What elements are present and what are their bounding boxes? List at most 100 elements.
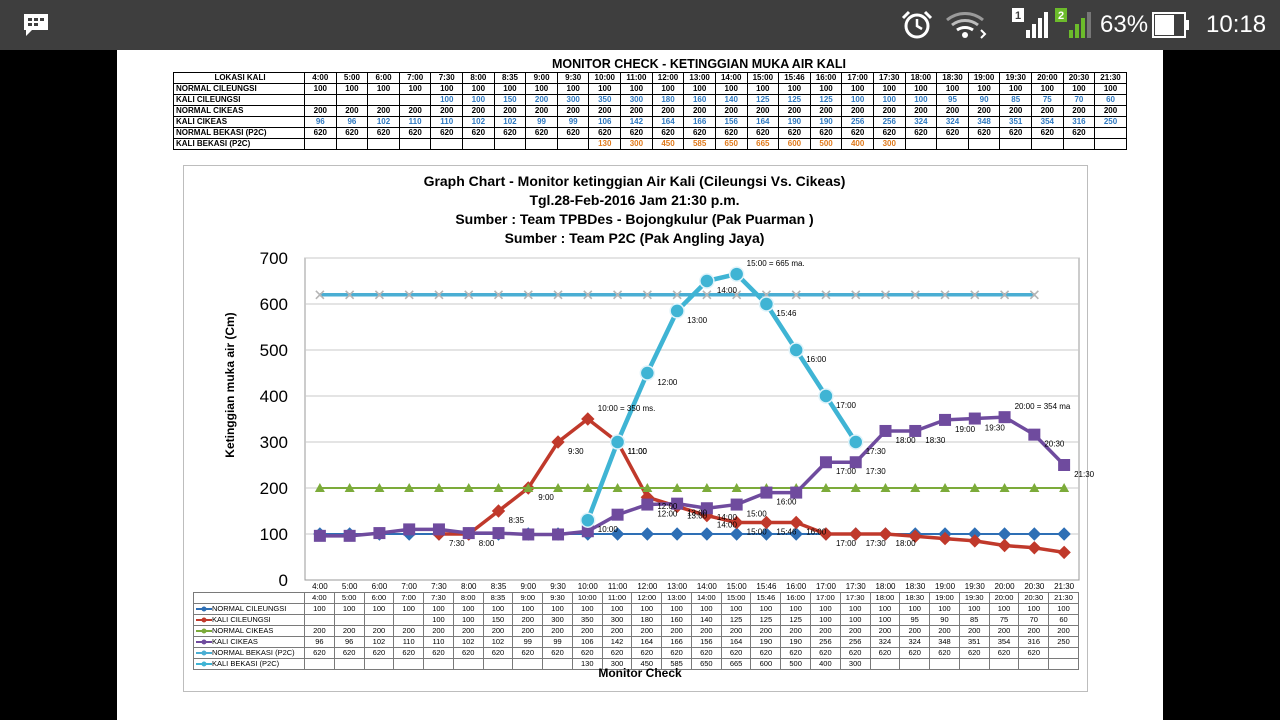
- data-point: [670, 527, 684, 541]
- data-table-cell: 100: [393, 603, 425, 615]
- data-point: [580, 512, 596, 528]
- data-table-cell: 100: [482, 603, 514, 615]
- data-table-cell: 70: [1018, 614, 1050, 626]
- data-point: [582, 483, 593, 492]
- point-label: 8:00: [479, 539, 495, 548]
- data-table-cell: 100: [869, 614, 901, 626]
- data-table-cell: 620: [750, 647, 782, 659]
- legend-label: KALI BEKASI (P2C): [212, 659, 280, 669]
- data-point: [818, 388, 834, 404]
- data-point: [1027, 541, 1042, 555]
- data-table-cell: [333, 658, 365, 670]
- legend-label: KALI CIKEAS: [212, 637, 258, 647]
- data-table-time: 16:00: [780, 592, 812, 604]
- data-point: [788, 342, 804, 358]
- data-table-time: 20:30: [1018, 592, 1050, 604]
- series-normal-cikeas: [314, 483, 1070, 492]
- data-point: [879, 424, 892, 437]
- data-table-time: 17:00: [810, 592, 841, 604]
- data-point: [938, 531, 952, 546]
- data-point: [699, 273, 715, 289]
- point-label: 15:46: [776, 309, 797, 318]
- legend-entry: KALI CILEUNGSI: [193, 614, 305, 626]
- x-tick-label: 5:00: [342, 582, 358, 591]
- data-point: [790, 486, 803, 499]
- point-label: 19:30: [985, 424, 1006, 433]
- data-table-cell: 200: [571, 625, 603, 637]
- data-table-cell: 100: [690, 603, 722, 615]
- series-kali-cikeas: [313, 411, 1071, 542]
- battery-icon: [1152, 12, 1189, 38]
- data-table-cell: 100: [423, 603, 454, 615]
- data-table-cell: 200: [512, 614, 544, 626]
- sim1-label: 1: [1015, 10, 1021, 22]
- data-point: [849, 456, 862, 469]
- data-point: [343, 529, 356, 542]
- data-point: [940, 483, 951, 492]
- data-table-cell: [304, 658, 335, 670]
- data-point: [464, 290, 474, 300]
- data-table-cell: [363, 614, 395, 626]
- data-table-cell: 100: [780, 603, 812, 615]
- data-table-cell: 620: [720, 647, 752, 659]
- data-table-cell: 156: [690, 636, 722, 648]
- data-table-cell: 620: [571, 647, 603, 659]
- x-tick-label: 10:00: [578, 582, 599, 591]
- point-label: 15:00: [747, 510, 768, 519]
- data-table-cell: 620: [839, 647, 871, 659]
- data-table-time: 8:35: [482, 592, 514, 604]
- data-table-cell: 102: [363, 636, 395, 648]
- data-table-cell: 102: [482, 636, 514, 648]
- data-table-cell: 85: [958, 614, 990, 626]
- data-table-time: 15:00: [720, 592, 752, 604]
- data-point: [669, 303, 685, 319]
- data-point: [732, 290, 742, 300]
- x-tick-label: 15:00: [727, 582, 748, 591]
- data-table-cell: 99: [542, 636, 573, 648]
- data-table-cell: 190: [750, 636, 782, 648]
- legend-row: NORMAL CILEUNGSI 100 100 100 100 100 100 100 100…: [193, 603, 1079, 615]
- data-table-cell: [1018, 658, 1050, 670]
- data-table-cell: 164: [631, 636, 663, 648]
- data-point: [611, 508, 624, 521]
- annotation-label: 20:00 = 354 ma: [1015, 402, 1071, 411]
- point-label: 14:00: [717, 513, 738, 522]
- data-table-cell: 620: [631, 647, 663, 659]
- point-label: 21:30: [1074, 470, 1095, 479]
- data-table-cell: [929, 658, 960, 670]
- data-table-cell: 200: [929, 625, 960, 637]
- table-cell: 665: [746, 138, 780, 150]
- data-table-cell: 60: [1048, 614, 1079, 626]
- data-table-cell: 620: [958, 647, 990, 659]
- annotation-label: 10:00 = 350 ms.: [598, 404, 656, 413]
- data-table-cell: 650: [690, 658, 722, 670]
- bbm-notification-icon[interactable]: [22, 12, 50, 38]
- data-table-cell: [869, 658, 901, 670]
- data-point: [581, 525, 594, 538]
- data-point: [997, 538, 1012, 553]
- data-table-cell: 110: [393, 636, 425, 648]
- data-point: [581, 412, 595, 426]
- data-point: [492, 527, 505, 540]
- point-label: 11:00: [628, 447, 648, 456]
- data-point: [702, 290, 712, 300]
- data-table-time: 21:30: [1048, 592, 1079, 604]
- data-point: [491, 504, 506, 518]
- point-label: 20:30: [1044, 440, 1065, 449]
- data-table-cell: [333, 614, 365, 626]
- data-table-cell: 620: [304, 647, 335, 659]
- data-point: [639, 365, 656, 381]
- data-table-cell: 200: [304, 625, 335, 637]
- data-table-time: 6:00: [363, 592, 395, 604]
- data-point: [880, 290, 891, 300]
- table-row: KALI CILEUNGSI 100 100 150 200 300 350 300 180 16…: [173, 94, 1127, 106]
- data-table-cell: 100: [512, 603, 544, 615]
- data-point: [1028, 428, 1041, 441]
- data-table-cell: 500: [780, 658, 812, 670]
- legend-entry: NORMAL BEKASI (P2C): [193, 647, 305, 659]
- data-table-cell: 100: [810, 614, 841, 626]
- data-table-cell: 620: [423, 647, 454, 659]
- table-cell: 60: [1094, 94, 1127, 106]
- data-table-cell: 620: [869, 647, 901, 659]
- y-tick-label: 500: [260, 341, 288, 360]
